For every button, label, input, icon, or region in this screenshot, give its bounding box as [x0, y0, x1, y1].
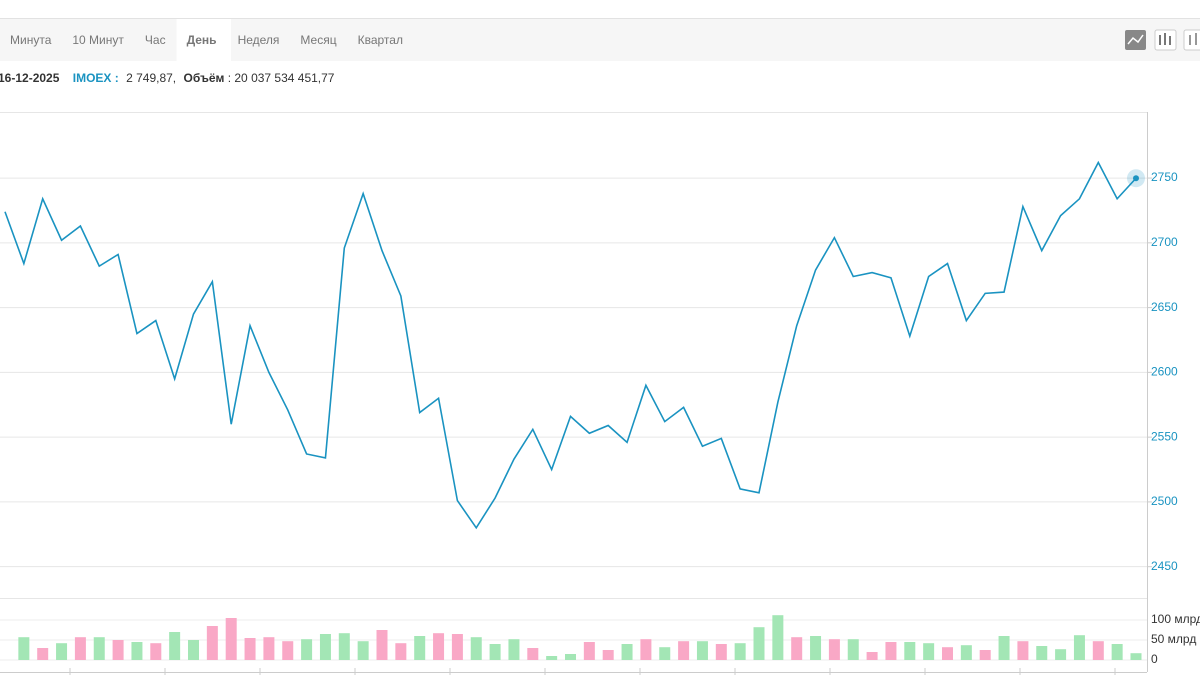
- tabs: Минута 10 Минут Час День Неделя Месяц Квартал: [10, 19, 403, 61]
- y-tick-label: 2600: [1151, 365, 1178, 379]
- volume-bar: [527, 648, 539, 660]
- volume-bar: [433, 633, 445, 660]
- volume-bar: [1073, 635, 1085, 660]
- volume-bar: [678, 641, 690, 660]
- volume-bar: [791, 637, 803, 660]
- y-tick-label: 2450: [1151, 559, 1178, 573]
- tab[interactable]: Минута: [10, 33, 52, 47]
- volume-bar: [131, 642, 143, 660]
- volume-bar: [923, 643, 935, 660]
- tab[interactable]: Неделя: [238, 33, 280, 47]
- volume-bar: [93, 637, 105, 660]
- volume-bar: [282, 641, 294, 660]
- volume-bar: [74, 637, 86, 660]
- volume-bar: [960, 645, 972, 660]
- volume-bar: [546, 656, 558, 660]
- volume-bar: [18, 637, 30, 660]
- volume-tick-label: 50 млрд: [1151, 632, 1196, 646]
- ohlc-icon-glyph: [1189, 33, 1197, 45]
- volume-bar: [828, 639, 840, 660]
- price: 2 749,87,: [126, 71, 176, 85]
- volume-bar: [1017, 641, 1029, 660]
- price-line: [4, 160, 1137, 530]
- volume-bar: [1092, 641, 1104, 660]
- volume-bar: [640, 639, 652, 660]
- volume-bar: [56, 643, 68, 660]
- volume-bar: [734, 643, 746, 660]
- volume-bar: [470, 637, 482, 660]
- tab[interactable]: День: [187, 33, 217, 47]
- volume-bar: [225, 618, 237, 660]
- volume-bar: [602, 650, 614, 660]
- y-tick-label: 2750: [1151, 170, 1178, 184]
- y-tick-label: 2500: [1151, 494, 1178, 508]
- volume-bar: [37, 648, 49, 660]
- chart-type-icons: [1125, 29, 1200, 51]
- tab[interactable]: Квартал: [358, 33, 403, 47]
- volume-bar: [376, 630, 388, 660]
- volume-bar: [169, 632, 181, 660]
- volume-bar: [885, 642, 897, 660]
- volume-bar: [508, 639, 520, 660]
- last-point: [1133, 175, 1139, 182]
- volume-bar: [753, 627, 765, 660]
- volume-tick-label: 0: [1151, 652, 1158, 666]
- volume-bar: [1111, 644, 1123, 660]
- volume-bar: [414, 636, 426, 660]
- volume-bar: [244, 638, 256, 660]
- volume-bar: [338, 633, 350, 660]
- volume-bar: [357, 641, 369, 660]
- volume-bar: [847, 639, 859, 660]
- ohlc-icon[interactable]: [1183, 29, 1200, 51]
- volume-bar: [979, 650, 991, 660]
- y-tick-label: 2550: [1151, 429, 1178, 443]
- info-line: 16-12-2025 IMOEX : 2 749,87, Объём : 20 …: [0, 71, 335, 85]
- volume-bar: [904, 642, 916, 660]
- candle-icon-glyph: [1159, 33, 1171, 45]
- volume-bar: [1130, 653, 1142, 660]
- volume-bar: [659, 647, 671, 660]
- volume-bar: [301, 639, 313, 660]
- volume-bar: [395, 643, 407, 660]
- volume-bar: [583, 642, 595, 660]
- tab[interactable]: Час: [145, 33, 166, 47]
- y-tick-label: 2650: [1151, 300, 1178, 314]
- volume-bar: [866, 652, 878, 660]
- tab[interactable]: Месяц: [300, 33, 336, 47]
- volume-label: Объём: [183, 71, 224, 85]
- date: 16-12-2025: [0, 71, 60, 85]
- volume-bar: [489, 644, 501, 660]
- line-icon-glyph: [1127, 34, 1144, 45]
- volume-bar: [451, 634, 463, 660]
- tab[interactable]: 10 Минут: [72, 33, 124, 47]
- volume: : 20 037 534 451,77: [228, 71, 335, 85]
- volume-bar: [263, 637, 275, 660]
- volume-bar: [772, 615, 784, 660]
- volume-bar: [715, 644, 727, 660]
- volume-bar: [565, 654, 576, 660]
- volume-bar: [319, 634, 331, 660]
- y-tick-label: 2700: [1151, 235, 1178, 249]
- ticker: IMOEX :: [73, 71, 119, 85]
- volume-bar: [942, 647, 953, 660]
- volume-bar: [188, 640, 199, 660]
- volume-bar: [621, 644, 633, 660]
- volume-bar: [1036, 646, 1048, 660]
- volume-bar: [206, 626, 218, 660]
- volume-bar: [150, 643, 162, 660]
- volume-bar: [998, 636, 1010, 660]
- volume-bar: [696, 641, 708, 660]
- volume-bar: [810, 636, 822, 660]
- volume-tick-label: 100 млрд: [1151, 612, 1200, 626]
- volume-bar: [1055, 649, 1067, 660]
- active-tab-bg: [176, 19, 231, 61]
- volume-bar: [112, 640, 124, 660]
